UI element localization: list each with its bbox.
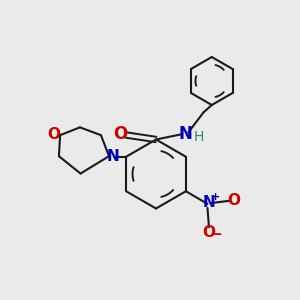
Text: +: + (211, 192, 220, 202)
Text: N: N (106, 148, 119, 164)
Text: O: O (227, 193, 240, 208)
Text: H: H (194, 130, 204, 144)
Text: O: O (202, 225, 215, 240)
Text: N: N (202, 196, 215, 211)
Text: O: O (113, 125, 128, 143)
Text: O: O (48, 127, 61, 142)
Text: N: N (178, 124, 192, 142)
Text: −: − (209, 227, 222, 242)
